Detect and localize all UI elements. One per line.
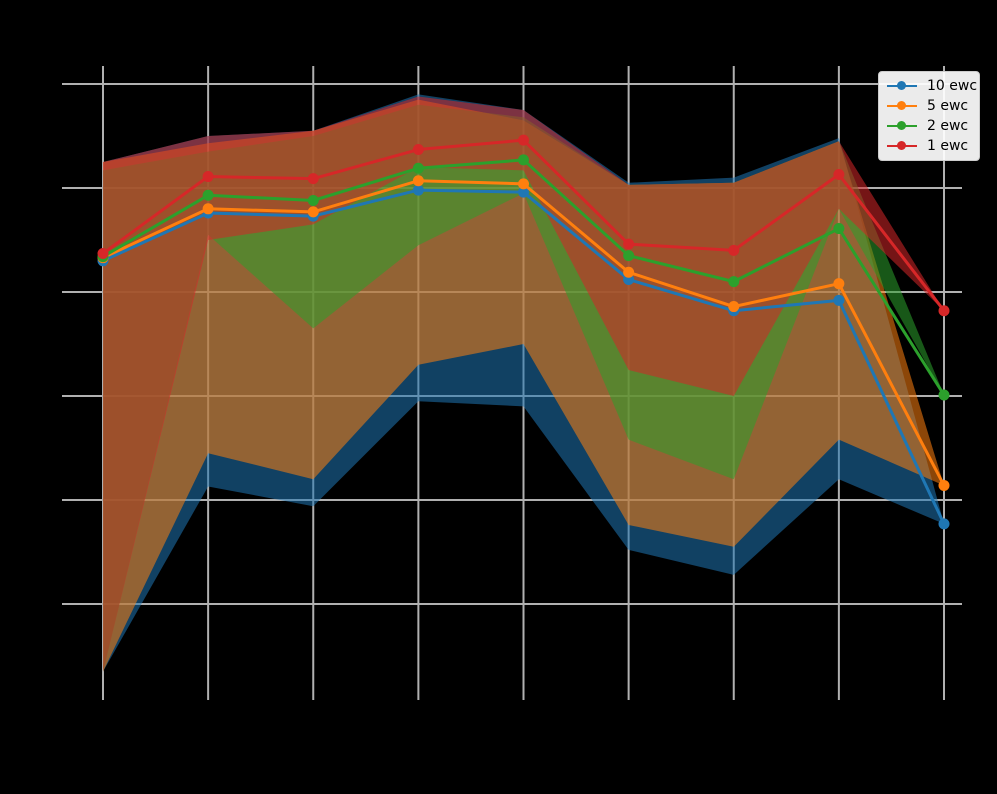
legend-marker-icon	[887, 101, 917, 110]
legend-label: 10 ewc	[927, 78, 978, 94]
legend-marker-icon	[887, 141, 917, 150]
legend-item-5-ewc: 5 ewc	[887, 96, 968, 116]
legend: 10 ewc 5 ewc 2 ewc 1 ewc	[878, 71, 980, 161]
legend-label: 5 ewc	[927, 98, 969, 114]
legend-item-2-ewc: 2 ewc	[887, 116, 968, 136]
legend-item-10-ewc: 10 ewc	[887, 76, 977, 96]
legend-marker-icon	[887, 81, 917, 90]
series-lines	[97, 134, 950, 530]
legend-label: 1 ewc	[927, 138, 969, 154]
legend-marker-icon	[887, 121, 917, 130]
legend-label: 2 ewc	[927, 118, 969, 134]
legend-item-1-ewc: 1 ewc	[887, 136, 968, 156]
